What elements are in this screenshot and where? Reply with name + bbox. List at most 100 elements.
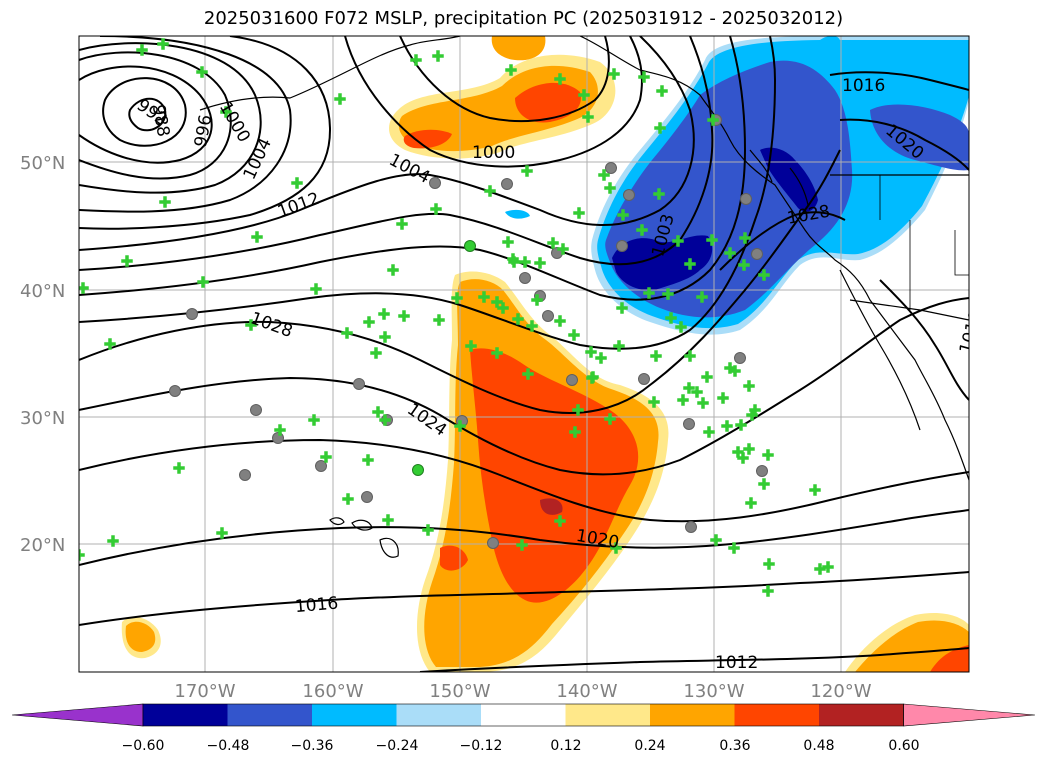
- station-marker: [554, 73, 566, 85]
- station-marker: [272, 432, 284, 444]
- station-marker: [745, 497, 757, 509]
- station-marker: [729, 365, 741, 377]
- station-marker: [422, 524, 434, 536]
- station-marker: [735, 419, 747, 431]
- colorbar-ticks: −0.60 −0.48 −0.36 −0.24 −0.12 0.12 0.24 …: [122, 738, 920, 754]
- colorbar-extend-low: [11, 703, 144, 727]
- map-border: [78, 35, 970, 673]
- station-marker: [484, 185, 496, 197]
- station-marker: [454, 420, 466, 432]
- contour-1016-south: [79, 571, 969, 626]
- lon-label-120: 120°W: [810, 681, 871, 702]
- station-marker: [432, 50, 444, 62]
- station-marker: [707, 114, 719, 126]
- map-panel: 992 988 1000 996 1004 1012 1004 1000 102…: [79, 36, 969, 672]
- contour-label-1016-ne: 1016: [842, 76, 885, 96]
- station-marker: [684, 258, 696, 270]
- station-marker: [595, 352, 607, 364]
- station-marker: [522, 368, 534, 380]
- station-marker: [430, 203, 442, 215]
- station-marker: [608, 68, 620, 80]
- cbar-tick-7: 0.24: [634, 738, 665, 754]
- precip-negative-dark-1: [612, 235, 713, 291]
- station-marker: [250, 404, 262, 416]
- station-marker: [762, 585, 774, 597]
- lat-label-20: 20°N: [20, 535, 65, 556]
- station-marker: [648, 396, 660, 408]
- station-marker: [379, 414, 391, 426]
- colorbar-segment: [734, 704, 820, 726]
- station-marker: [662, 288, 674, 300]
- station-marker: [526, 320, 538, 332]
- station-marker: [582, 111, 594, 123]
- station-marker: [342, 493, 354, 505]
- colorbar-segment: [227, 704, 313, 726]
- station-marker: [683, 382, 695, 394]
- station-marker: [554, 315, 566, 327]
- contour-1012: [79, 36, 695, 251]
- station-marker: [186, 308, 198, 320]
- station-marker: [379, 331, 391, 343]
- contour-1028-mid: [79, 149, 841, 414]
- precip-positive-north-max2: [403, 129, 452, 149]
- station-marker: [557, 243, 569, 255]
- contour-1012-south: [419, 647, 969, 672]
- station-marker: [382, 514, 394, 526]
- station-marker: [370, 347, 382, 359]
- station-marker: [121, 255, 133, 267]
- station-marker: [451, 292, 463, 304]
- station-marker: [656, 85, 668, 97]
- coast-hawaii-3: [379, 537, 399, 558]
- station-marker: [665, 312, 677, 324]
- contour-1020-mid: [79, 36, 747, 301]
- station-marker: [724, 247, 736, 259]
- precip-positive-north-max: [515, 82, 581, 123]
- station-marker: [396, 218, 408, 230]
- graticule: [79, 36, 969, 672]
- station-marker: [643, 287, 655, 299]
- station-marker: [491, 296, 503, 308]
- cbar-tick-9: 0.48: [803, 738, 834, 754]
- station-marker: [501, 178, 513, 190]
- station-marker: [763, 558, 775, 570]
- contour-1024-south: [79, 297, 969, 476]
- station-marker: [315, 460, 327, 472]
- station-marker: [512, 313, 524, 325]
- station-marker: [737, 452, 749, 464]
- precip-negative-dark-2: [760, 147, 818, 212]
- station-marker: [751, 248, 763, 260]
- colorbar-segment: [819, 704, 904, 726]
- contour-1004-north: [344, 36, 643, 168]
- station-marker: [710, 534, 722, 546]
- station-marker: [274, 424, 286, 436]
- station-marker: [739, 232, 751, 244]
- colorbar-segment: [481, 704, 566, 726]
- station-marker: [675, 321, 687, 333]
- station-marker: [697, 397, 709, 409]
- lat-label-30: 30°N: [20, 408, 65, 429]
- station-marker: [239, 469, 251, 481]
- station-marker: [464, 240, 476, 252]
- coast-baja: [839, 269, 921, 431]
- station-marker: [478, 291, 490, 303]
- station-marker: [519, 272, 531, 284]
- station-marker: [721, 420, 733, 432]
- lon-label-150: 150°W: [429, 681, 490, 702]
- contour-1000-north: [399, 36, 610, 123]
- colorbar-segment: [650, 704, 735, 726]
- station-marker: [291, 177, 303, 189]
- contour-1004-west: [79, 36, 292, 213]
- station-marker: [497, 302, 509, 314]
- latitude-labels: 50°N 40°N 30°N 20°N: [20, 153, 65, 556]
- station-marker: [734, 352, 746, 364]
- station-marker: [756, 465, 768, 477]
- station-marker: [653, 188, 665, 200]
- station-marker: [363, 316, 375, 328]
- station-marker: [684, 350, 696, 362]
- station-marker: [706, 234, 718, 246]
- map-title: 2025031600 F072 MSLP, precipitation PC (…: [203, 8, 844, 29]
- station-marker: [361, 491, 373, 503]
- station-marker: [691, 386, 703, 398]
- cbar-tick-2: −0.48: [207, 738, 250, 754]
